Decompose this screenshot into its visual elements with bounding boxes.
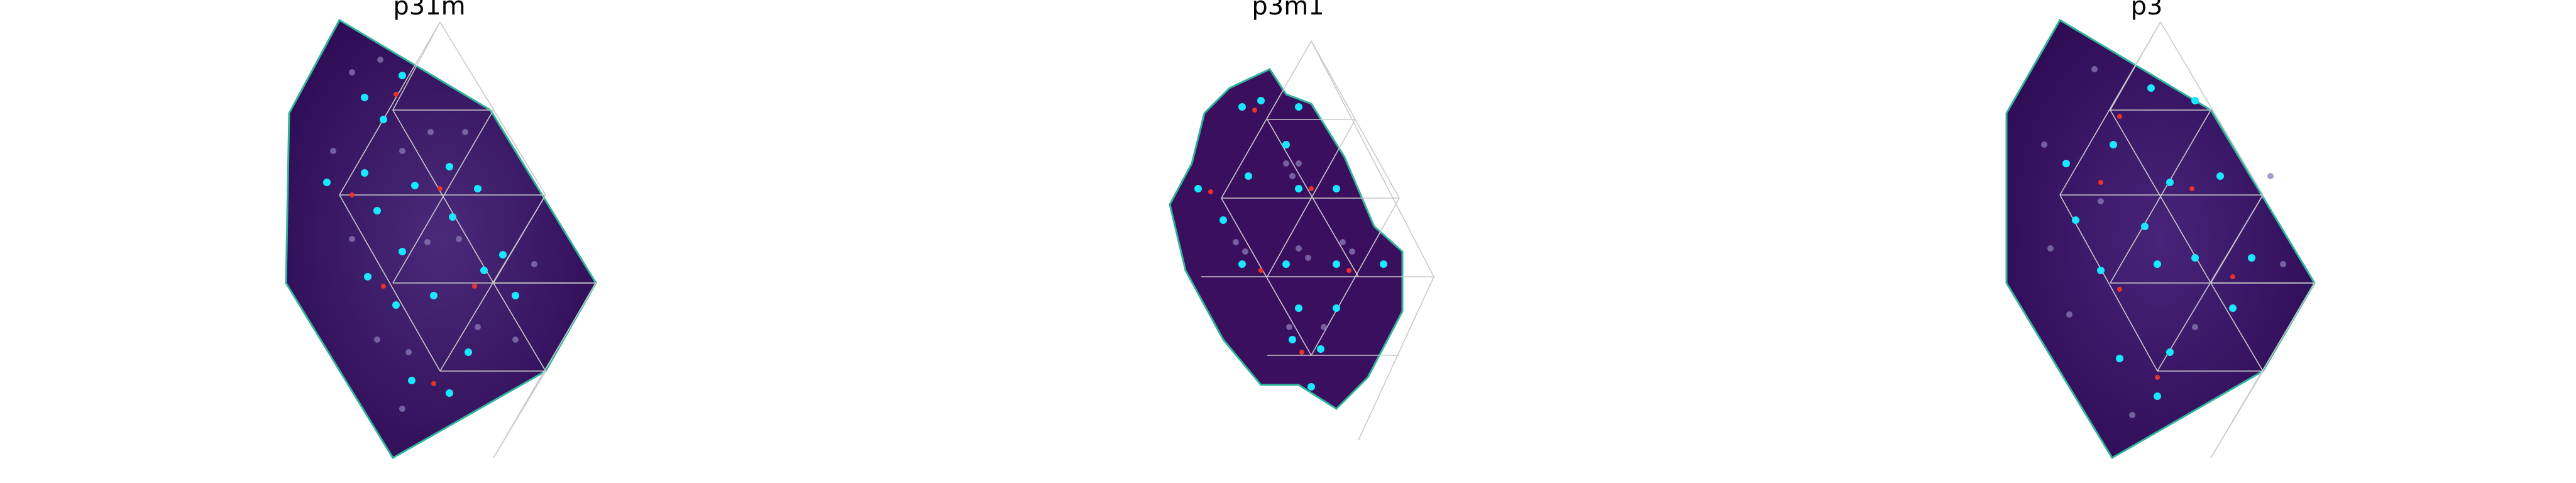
panel-title: p31m xyxy=(393,0,466,21)
panel-p3: p3 xyxy=(1717,0,2576,483)
density-field xyxy=(1169,68,1404,410)
density-field xyxy=(2005,18,2316,460)
lattice-grid xyxy=(339,21,597,458)
density-field xyxy=(285,18,597,460)
pattern-plot-p3m1 xyxy=(1169,40,1434,441)
faint-points xyxy=(330,57,537,412)
lattice-grid xyxy=(1201,40,1434,441)
panel-title: p3 xyxy=(2130,0,2163,21)
red-points xyxy=(2098,114,2235,380)
red-points xyxy=(350,92,477,386)
pattern-plot-p31m xyxy=(285,18,597,460)
cyan-points xyxy=(1194,97,1387,391)
red-points xyxy=(1208,108,1351,355)
faint-points xyxy=(2041,66,2286,418)
panel-title: p3m1 xyxy=(1252,0,1324,21)
panel-p3m1: p3m1 xyxy=(859,0,1717,483)
panel-p31m: p31m xyxy=(0,0,859,483)
cyan-points xyxy=(2062,84,2255,400)
cyan-points xyxy=(323,72,519,397)
faint-points xyxy=(1233,160,1355,330)
pattern-plot-p3 xyxy=(2005,18,2316,460)
lattice-grid xyxy=(2059,21,2315,458)
